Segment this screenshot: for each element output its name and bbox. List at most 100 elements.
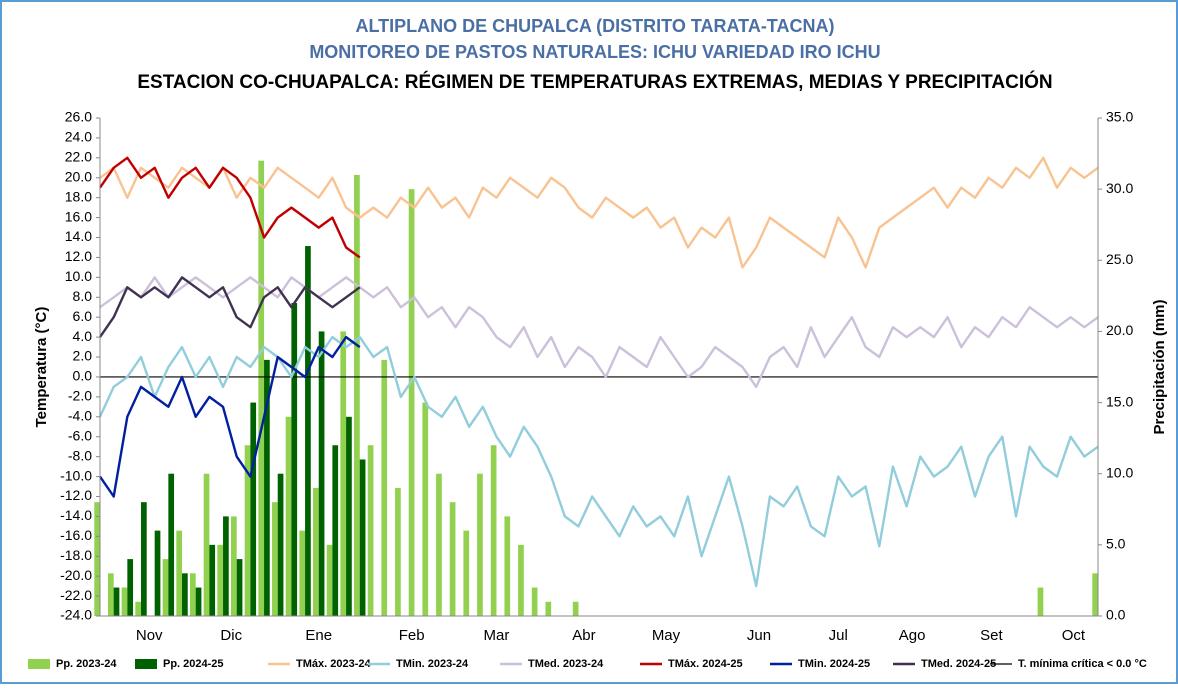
- x-tick-label: Jul: [829, 627, 848, 644]
- precip-bar: [477, 473, 483, 616]
- x-tick-label: Oct: [1062, 627, 1086, 644]
- legend-swatch: [135, 659, 157, 669]
- y-tick-label: -8.0: [68, 447, 92, 463]
- legend-label: Pp. 2024-25: [163, 658, 224, 670]
- precip-bar: [141, 502, 147, 616]
- title-line: ESTACION CO-CHUAPALCA: RÉGIMEN DE TEMPER…: [137, 71, 1052, 93]
- precip-bar: [209, 544, 216, 616]
- y-tick-label: 26.0: [65, 109, 92, 125]
- precip-bar: [332, 445, 339, 616]
- y-tick-label: -22.0: [60, 587, 92, 603]
- series-line: [99, 276, 1099, 389]
- y-tick-label: -4.0: [68, 408, 92, 424]
- precip-bar: [176, 530, 183, 616]
- precip-bar: [244, 445, 251, 616]
- precip-bar: [299, 530, 306, 616]
- precip-bar: [359, 459, 366, 616]
- y2-tick-label: 35.0: [1106, 109, 1133, 125]
- x-tick-label: Jun: [747, 627, 771, 644]
- y2-tick-label: 5.0: [1106, 536, 1126, 552]
- precip-bar: [250, 402, 257, 616]
- series-line: [99, 156, 361, 259]
- precip-bar: [203, 473, 210, 616]
- x-tick-label: Abr: [572, 627, 595, 644]
- y-tick-label: 6.0: [73, 308, 93, 324]
- precip-bar: [463, 530, 470, 616]
- precip-bar: [422, 402, 429, 616]
- y-tick-label: -18.0: [60, 547, 92, 563]
- y-tick-label: 14.0: [65, 228, 92, 244]
- x-tick-label: Dic: [220, 627, 242, 644]
- precip-bar: [305, 246, 311, 617]
- precip-bar: [326, 544, 333, 616]
- precip-bar: [490, 445, 497, 616]
- precip-bar: [154, 530, 161, 616]
- series-line: [98, 335, 1099, 588]
- precip-bar: [190, 573, 196, 616]
- precip-bar: [127, 559, 134, 616]
- y2-tick-label: 10.0: [1106, 464, 1133, 480]
- legend-label: TMed. 2024-25: [921, 658, 996, 670]
- precip-bar: [572, 601, 579, 616]
- y2-tick-label: 0.0: [1106, 607, 1126, 623]
- precip-bar: [367, 445, 374, 616]
- y-tick-label: 24.0: [65, 129, 92, 145]
- y2-tick-label: 20.0: [1106, 322, 1133, 338]
- legend-label: Pp. 2023-24: [56, 658, 117, 670]
- x-tick-label: Set: [980, 627, 1003, 644]
- x-tick-label: Ene: [305, 627, 332, 644]
- y-tick-label: -20.0: [60, 567, 92, 583]
- y-tick-label: 0.0: [73, 368, 93, 384]
- precip-bar: [277, 473, 284, 616]
- y2-tick-label: 25.0: [1106, 251, 1133, 267]
- precip-bar: [94, 502, 100, 616]
- precip-bar: [1037, 587, 1044, 616]
- legend-label: TMin. 2023-24: [396, 658, 469, 670]
- precip-bar: [162, 559, 169, 616]
- x-tick-label: Mar: [484, 627, 510, 644]
- precip-bar: [531, 587, 538, 616]
- precip-bar: [168, 473, 175, 616]
- series-line: [99, 276, 361, 338]
- y-tick-label: 20.0: [65, 168, 92, 184]
- x-tick-label: Ago: [899, 627, 926, 644]
- title-line: ALTIPLANO DE CHUPALCA (DISTRITO TARATA-T…: [356, 16, 835, 36]
- precip-bar: [272, 502, 278, 616]
- y-tick-label: -16.0: [60, 527, 92, 543]
- legend-label: TMin. 2024-25: [798, 658, 870, 670]
- legend-label: T. mínima crítica < 0.0 °C: [1018, 658, 1147, 670]
- precip-bar: [182, 573, 188, 616]
- x-tick-label: Feb: [399, 627, 425, 644]
- precip-bar: [381, 359, 388, 616]
- y2-tick-label: 15.0: [1106, 393, 1133, 409]
- legend-label: TMed. 2023-24: [528, 658, 604, 670]
- precip-bar: [518, 544, 524, 616]
- precip-bar: [408, 189, 415, 616]
- precip-bar: [340, 331, 347, 616]
- y-tick-label: -6.0: [68, 427, 92, 443]
- precip-bar: [436, 473, 442, 616]
- precip-bar: [291, 302, 298, 616]
- precip-bar: [1092, 573, 1098, 616]
- precip-bar: [236, 559, 243, 616]
- precip-bar: [107, 573, 114, 616]
- title-line: MONITOREO DE PASTOS NATURALES: ICHU VARI…: [309, 42, 880, 62]
- precip-bar: [449, 502, 456, 616]
- precip-bar: [231, 516, 237, 616]
- precip-bar: [354, 174, 360, 616]
- precip-bar: [223, 516, 229, 616]
- precip-bar: [264, 359, 270, 616]
- y2-axis-label: Precipitación (mm): [1151, 299, 1168, 434]
- y-tick-label: 8.0: [73, 288, 93, 304]
- x-tick-label: May: [652, 627, 681, 644]
- precip-bar: [121, 587, 128, 616]
- y-tick-label: 18.0: [65, 188, 92, 204]
- y-axis-label: Temperatura (°C): [33, 307, 50, 428]
- legend-swatch: [28, 659, 50, 669]
- y-tick-label: 2.0: [73, 348, 93, 364]
- y-tick-label: -14.0: [60, 507, 92, 523]
- precip-bar: [504, 516, 511, 616]
- y-tick-label: 22.0: [65, 149, 92, 165]
